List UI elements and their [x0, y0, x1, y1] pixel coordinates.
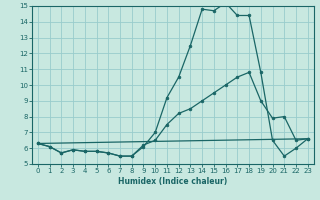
X-axis label: Humidex (Indice chaleur): Humidex (Indice chaleur)	[118, 177, 228, 186]
